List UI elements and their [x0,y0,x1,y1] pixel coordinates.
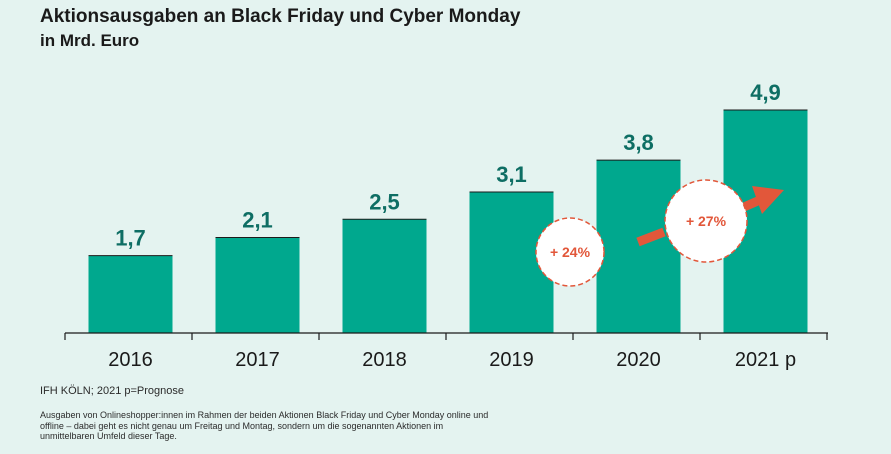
chart-subtitle: in Mrd. Euro [40,31,140,50]
bar [596,160,681,333]
arrow-shaft [636,227,666,247]
value-label: 2,1 [242,207,273,232]
x-tick-label: 2018 [362,349,407,371]
growth-label: + 27% [686,213,727,229]
value-labels-group: 1,7 2,1 2,5 3,1 3,8 4,9 [115,80,781,251]
badge-circle [664,179,748,263]
value-label: 3,8 [623,130,654,155]
value-label: 4,9 [750,80,781,105]
growth-badge: + 24% [535,217,605,287]
x-tick-label: 2016 [108,349,153,371]
x-tick-label: 2021 p [735,349,796,371]
value-label: 3,1 [496,162,527,187]
bar [88,255,173,333]
bars-group [88,109,808,333]
bar [215,237,300,333]
growth-annotations: + 24% + 27% [535,179,784,287]
badge-circle [535,217,605,287]
growth-label: + 24% [550,244,591,260]
value-label: 1,7 [115,226,146,251]
bar-chart: 1,72,12,53,13,84,9 2016 2017 2018 2019 2020 2… [64,80,828,371]
value-label: 2,5 [369,189,400,214]
x-axis-ticks [64,333,828,340]
x-tick-label: 2019 [489,349,534,371]
arrow-head-icon [752,186,784,214]
arrow-shaft [742,195,762,212]
chart-title: Aktionsausgaben an Black Friday und Cybe… [40,6,521,27]
bar [342,219,427,333]
x-tick-labels-group: 2016 2017 2018 2019 2020 2021 p [108,349,796,371]
x-tick-label: 2020 [616,349,661,371]
source-note: IFH KÖLN; 2021 p=Prognose [40,385,184,397]
x-tick-label: 2017 [235,349,280,371]
growth-badge: + 27% [636,179,784,263]
footnote-text: Ausgaben von Onlineshopper:innen im Rahm… [40,410,489,441]
